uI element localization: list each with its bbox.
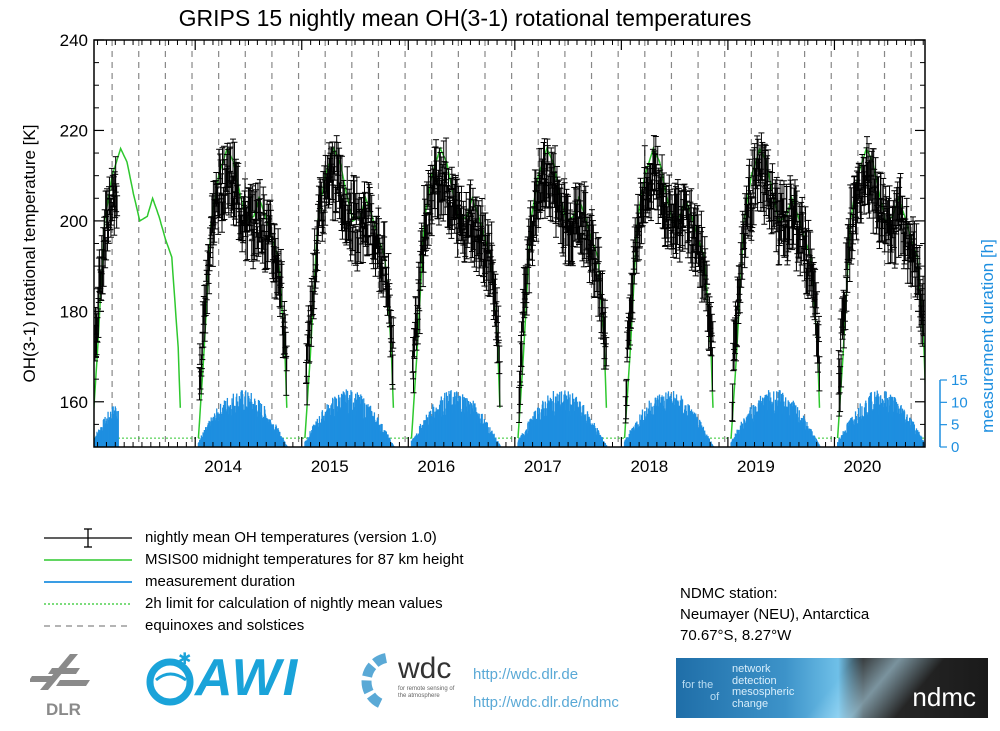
oh-nightly-season: [196, 138, 290, 401]
oh-nightly-season: [303, 135, 397, 406]
y-axis-label: OH(3-1) rotational temperature [K]: [20, 125, 39, 383]
oh-nightly-season: [516, 138, 610, 424]
measurement-duration-season: [197, 390, 289, 447]
measurement-duration-season: [304, 389, 395, 447]
oh-nightly-season: [729, 132, 823, 422]
measurement-duration-season: [94, 406, 119, 447]
measurement-duration-season: [410, 390, 502, 447]
chart-title: GRIPS 15 nightly mean OH(3-1) rotational…: [179, 5, 752, 31]
measurement-duration-season: [517, 390, 608, 447]
oh-nightly-season: [94, 156, 121, 362]
oh-nightly-season: [409, 137, 503, 407]
measurement-duration-season: [623, 391, 715, 447]
measurement-duration-season: [836, 390, 925, 447]
plot-area: [94, 40, 925, 447]
oh-nightly-season: [622, 135, 716, 424]
measurement-duration-season: [730, 390, 821, 447]
y2-axis-label: measurement duration [h]: [978, 239, 997, 433]
